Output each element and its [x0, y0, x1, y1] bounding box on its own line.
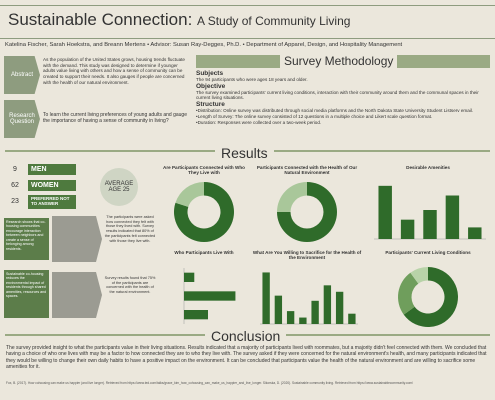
finding-note: Sustainable co-housing reduces the envir… [4, 270, 49, 318]
research-question-label: Research Question [4, 100, 40, 138]
rule [0, 38, 495, 39]
research-question-text: To learn the current living preferences … [43, 112, 187, 125]
finding-text: Survey results found that 75% of the par… [104, 276, 156, 295]
bar [323, 285, 332, 324]
chart-title: Who Participants Live With [174, 250, 234, 255]
donut-slice [174, 182, 234, 242]
conclusion-text: The survey provided insight to what the … [6, 345, 487, 370]
abstract-label: Abstract [4, 56, 40, 94]
methodology-title: Survey Methodology [280, 54, 398, 68]
finding-text: The participants were asked how connecte… [104, 215, 156, 243]
demo-count: 62 [11, 182, 19, 189]
chart-title: Desirable Amenities [406, 165, 450, 170]
title: Sustainable Connection: [8, 10, 193, 29]
structure-item: •Length of Survey: The online survey con… [196, 113, 433, 119]
bar [262, 272, 270, 324]
chart [398, 267, 458, 327]
abstract-text: As the population of the United States g… [43, 57, 185, 85]
chart-title: What Are You Willing to Sacrifice for th… [252, 250, 362, 260]
average-age: AVERAGE AGE 25 [100, 168, 138, 206]
arrow [52, 272, 102, 318]
bar [184, 310, 208, 320]
demo-label: MEN [28, 164, 76, 175]
rule [0, 5, 495, 6]
subjects: The 94 participants who were ages 18 yea… [196, 77, 308, 82]
donut-slice [277, 182, 307, 212]
bar [274, 295, 283, 324]
bar [445, 195, 460, 239]
finding-note: Research shows that co-housing communiti… [4, 218, 49, 260]
chart-title: Are Participants Connected with Who They… [163, 165, 245, 175]
donut-slice [403, 267, 458, 327]
chart [277, 182, 337, 242]
bar [348, 313, 356, 324]
objective: The survey examined participants' curren… [196, 89, 479, 101]
chart-title: Participants Connected with the Health o… [256, 165, 358, 175]
bar [299, 317, 307, 324]
chart [183, 268, 236, 324]
conclusion-title: Conclusion [205, 328, 287, 344]
demo-count: 23 [11, 198, 19, 205]
authors: Katelina Fischer, Sarah Hoekstra, and Br… [5, 42, 403, 48]
donut-slice [277, 182, 337, 242]
structure-heading: Structure [196, 101, 225, 109]
donut-slice [410, 267, 428, 284]
bar [423, 210, 437, 239]
structure-item: •Duration: Responses were collected over… [196, 119, 322, 125]
title-row: Sustainable Connection: A Study of Commu… [8, 10, 488, 30]
methodology: Subjects The 94 participants who were ag… [196, 70, 488, 125]
bar [184, 272, 195, 282]
demo-count: 9 [13, 166, 17, 173]
subtitle: A Study of Community Living [197, 14, 351, 28]
bar [468, 227, 482, 239]
chart [260, 272, 358, 325]
bar [400, 219, 415, 239]
arrow [52, 216, 102, 262]
demo-label: PREFERRED NOT TO ANSWER [28, 195, 76, 209]
bar [184, 291, 236, 301]
structure-item: •Distribution: Online survey was distrib… [196, 108, 474, 114]
donut-slice [398, 272, 419, 315]
chart-title: Participants' Current Living Conditions [385, 250, 471, 255]
objective-heading: Objective [196, 82, 226, 90]
subjects-heading: Subjects [196, 70, 224, 77]
results-title: Results [215, 145, 274, 161]
bar [335, 291, 344, 324]
donut-slice [175, 182, 204, 207]
demo-label: WOMEN [28, 180, 76, 191]
chart [374, 185, 486, 240]
bar [286, 311, 295, 324]
chart [174, 182, 234, 242]
references: Fox, B. (2017). How cohousing can make u… [6, 381, 413, 385]
bar [378, 185, 392, 239]
bar [311, 300, 319, 324]
